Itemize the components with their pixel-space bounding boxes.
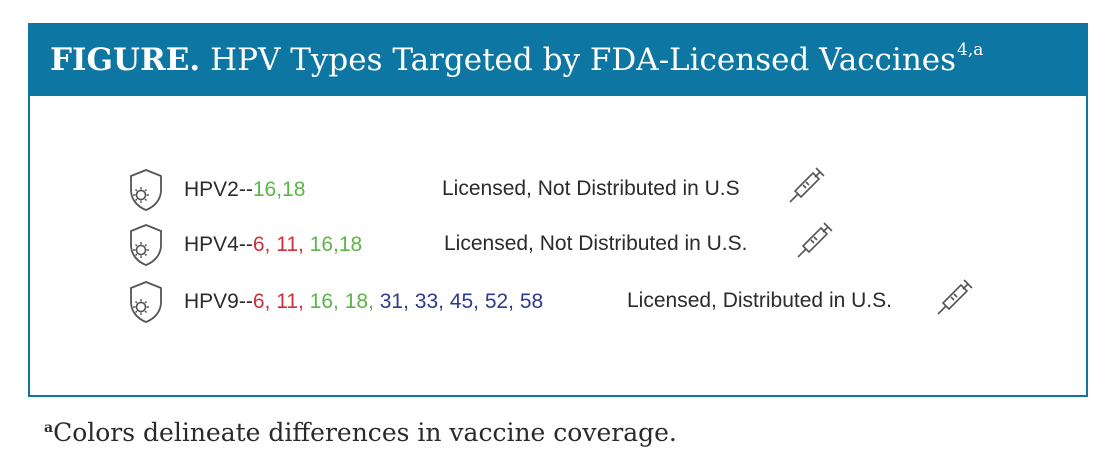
vaccine-types-green: 16,18	[303, 233, 363, 256]
shield-virus-icon	[130, 224, 162, 266]
vaccine-row: HPV2-- 16,18 Licensed, Not Distributed in…	[128, 167, 825, 212]
syringe-icon	[937, 279, 973, 315]
syringe-icon	[789, 167, 825, 203]
footnote-text: Colors delineate differences in vaccine …	[53, 418, 677, 447]
figure-title: HPV Types Targeted by FDA-Licensed Vacci…	[210, 42, 957, 78]
vaccine-row: HPV9-- 6, 11, 16, 18, 31, 33, 45, 52, 58 …	[128, 279, 973, 324]
shield-virus-icon	[130, 281, 162, 323]
title-superscript: 4,a	[957, 40, 984, 60]
vaccine-status: Licensed, Not Distributed in U.S	[442, 177, 740, 200]
footnote: aColors delineate differences in vaccine…	[44, 418, 677, 447]
figure-label: FIGURE.	[50, 42, 201, 78]
vaccine-types-red: 6, 11,	[252, 290, 304, 313]
figure-header: FIGURE. HPV Types Targeted by FDA-Licens…	[30, 25, 1086, 96]
vaccine-status: Licensed, Not Distributed in U.S.	[444, 232, 748, 255]
vaccine-types-red: 6, 11,	[252, 233, 304, 256]
shield-virus-icon	[130, 169, 162, 211]
vaccine-name: HPV9--	[184, 290, 253, 313]
footnote-marker: a	[44, 420, 54, 436]
vaccine-types-blue: 31, 33, 45, 52, 58	[373, 290, 544, 313]
vaccine-row: HPV4-- 6, 11, 16,18 Licensed, Not Distrib…	[128, 222, 833, 267]
vaccine-types-green: 16, 18,	[303, 290, 374, 313]
figure-box: FIGURE. HPV Types Targeted by FDA-Licens…	[28, 23, 1088, 397]
vaccine-status: Licensed, Distributed in U.S.	[627, 289, 892, 312]
vaccine-types-green: 16,18	[252, 178, 306, 201]
vaccine-name: HPV2--	[184, 178, 253, 201]
syringe-icon	[797, 222, 833, 258]
vaccine-name: HPV4--	[184, 233, 253, 256]
